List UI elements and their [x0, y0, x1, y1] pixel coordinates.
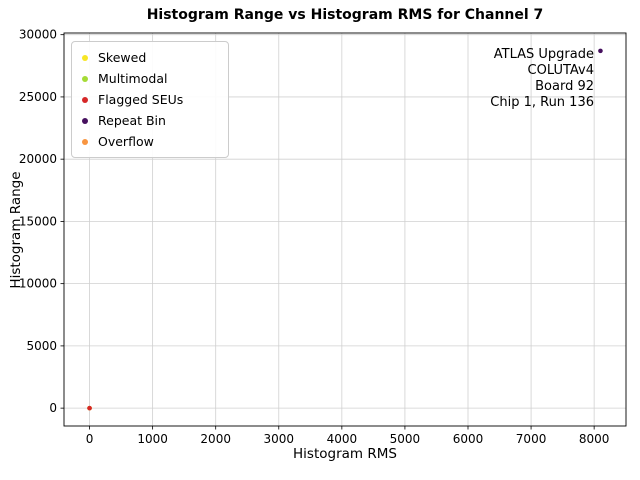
svg-text:1000: 1000 — [137, 432, 168, 446]
legend-label-skewed: Skewed — [98, 50, 147, 65]
svg-text:0: 0 — [86, 432, 94, 446]
svg-text:15000: 15000 — [19, 214, 57, 228]
legend-item-repeat-bin: Repeat Bin — [82, 113, 218, 128]
svg-text:20000: 20000 — [19, 152, 57, 166]
svg-text:3000: 3000 — [263, 432, 294, 446]
legend-label-overflow: Overflow — [98, 134, 154, 149]
annotation-line-1: ATLAS Upgrade — [493, 47, 594, 62]
x-axis-label: Histogram RMS — [293, 446, 397, 462]
legend-marker-skewed — [82, 54, 88, 61]
legend-label-multimodal: Multimodal — [98, 71, 168, 86]
legend-item-flagged-seus: Flagged SEUs — [82, 92, 218, 107]
svg-text:5000: 5000 — [26, 339, 57, 353]
annotation-text: ATLAS Upgrade COLUTAv4 Board 92 Chip 1, … — [490, 47, 594, 111]
annotation-line-4: Chip 1, Run 136 — [490, 95, 594, 110]
svg-text:0: 0 — [49, 401, 57, 415]
annotation-line-3: Board 92 — [535, 79, 594, 94]
legend-marker-overflow — [82, 138, 88, 145]
annotation-line-2: COLUTAv4 — [527, 63, 594, 78]
svg-text:7000: 7000 — [516, 432, 547, 446]
svg-text:5000: 5000 — [390, 432, 421, 446]
legend-marker-multimodal — [82, 75, 88, 82]
svg-text:8000: 8000 — [579, 432, 610, 446]
svg-text:30000: 30000 — [19, 28, 57, 42]
legend-label-flagged-seus: Flagged SEUs — [98, 92, 184, 107]
svg-text:25000: 25000 — [19, 90, 57, 104]
y-axis-label: Histogram Range — [8, 171, 24, 289]
svg-text:4000: 4000 — [327, 432, 358, 446]
legend-item-overflow: Overflow — [82, 134, 218, 149]
legend-label-repeat-bin: Repeat Bin — [98, 113, 166, 128]
legend-item-multimodal: Multimodal — [82, 71, 218, 86]
svg-text:2000: 2000 — [200, 432, 231, 446]
svg-text:6000: 6000 — [453, 432, 484, 446]
svg-text:10000: 10000 — [19, 277, 57, 291]
legend: Skewed Multimodal Flagged SEUs Repeat Bi… — [71, 41, 229, 158]
chart-title: Histogram Range vs Histogram RMS for Cha… — [146, 7, 544, 23]
legend-item-skewed: Skewed — [82, 50, 218, 65]
legend-marker-repeat-bin — [82, 117, 88, 124]
legend-marker-flagged-seus — [82, 96, 88, 103]
